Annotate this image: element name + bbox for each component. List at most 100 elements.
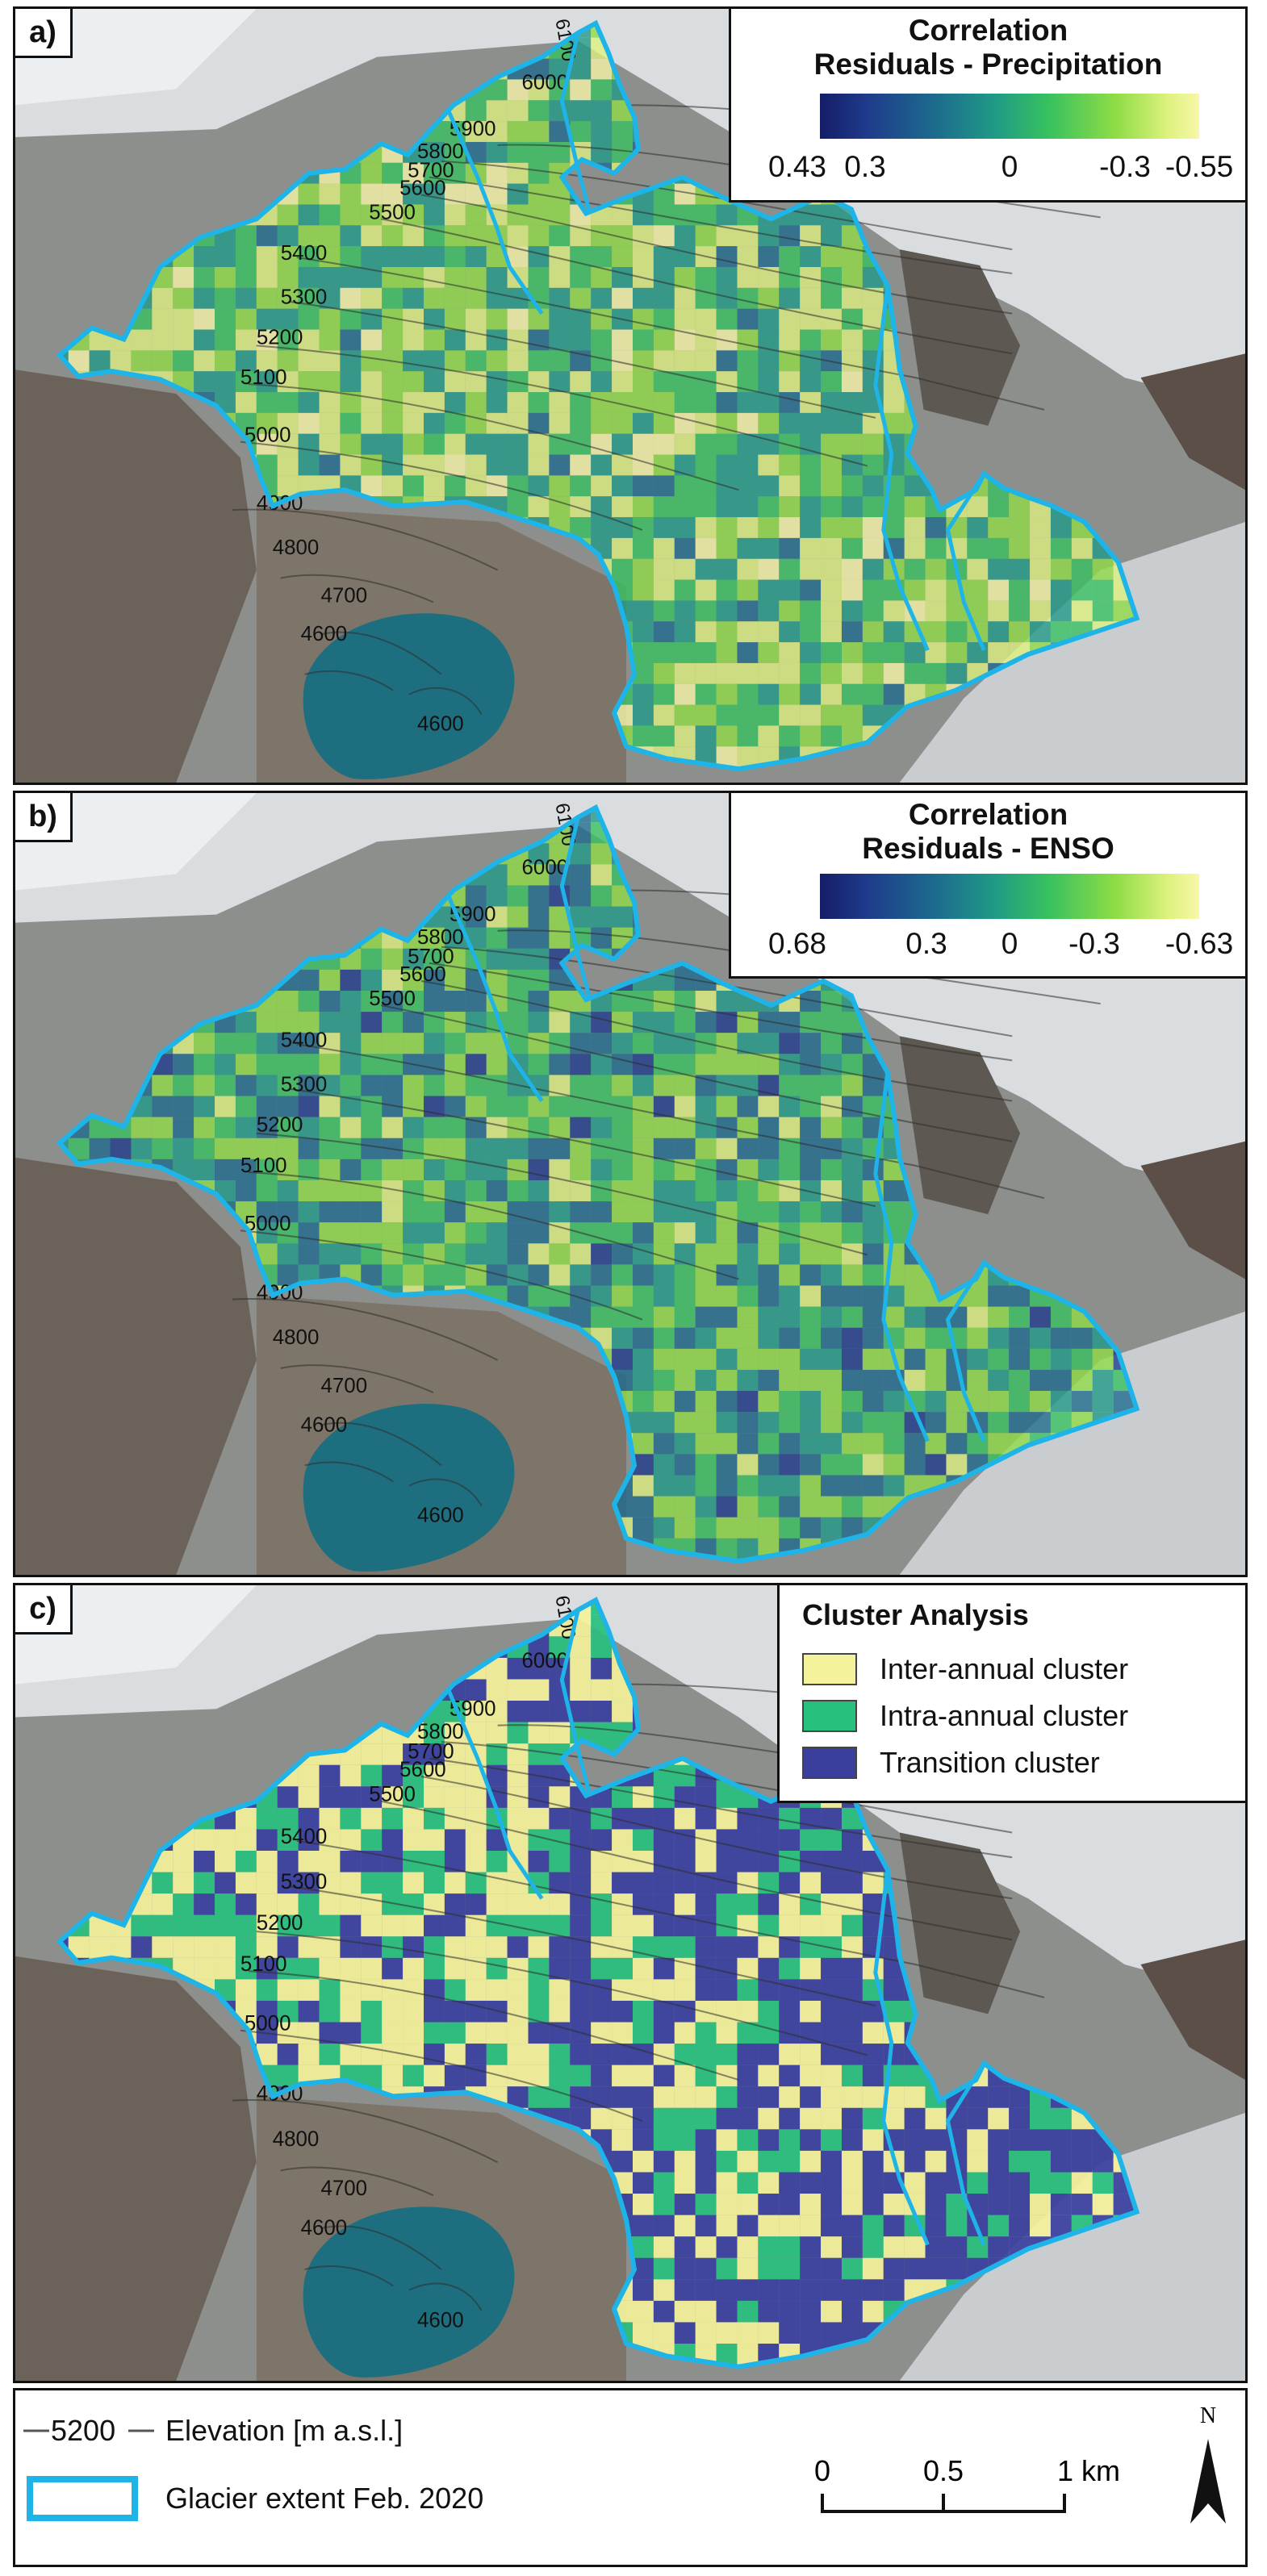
contour-label: 6000	[522, 71, 569, 94]
grid-cell	[967, 1285, 989, 1307]
grid-cell	[403, 1138, 424, 1159]
grid-cell	[821, 412, 842, 434]
grid-cell	[444, 1179, 466, 1202]
grid-cell	[1009, 1327, 1031, 1349]
grid-cell	[758, 621, 780, 643]
grid-cell	[444, 991, 466, 1012]
grid-cell	[653, 537, 675, 559]
grid-cell	[612, 1222, 633, 1244]
grid-cell	[925, 517, 947, 538]
grid-cell	[800, 1201, 822, 1223]
grid-cell	[632, 991, 654, 1012]
grid-cell	[841, 600, 863, 622]
grid-cell	[403, 225, 424, 247]
contour-line	[296, 257, 1045, 411]
grid-cell	[424, 1033, 445, 1054]
grid-cell	[194, 1054, 215, 1075]
grid-cell	[758, 1285, 780, 1307]
grid-cell	[758, 371, 780, 393]
grid-cell	[403, 991, 424, 1012]
grid-cell	[653, 1327, 675, 1349]
grid-cell	[800, 1412, 822, 1434]
grid-cell	[821, 1391, 842, 1413]
grid-cell	[444, 433, 466, 455]
grid-cell	[695, 454, 717, 476]
grid-cell	[382, 1872, 404, 1894]
grid-cell	[382, 1957, 404, 1980]
grid-cell	[340, 204, 362, 226]
grid-cell	[946, 1412, 968, 1434]
grid-cell	[800, 1096, 822, 1117]
tick-label: -0.55	[1165, 150, 1234, 183]
grid-cell	[800, 1936, 822, 1958]
grid-cell	[716, 496, 738, 518]
grid-cell	[737, 1496, 759, 1518]
grid-cell	[632, 1159, 654, 1180]
grid-cell	[841, 704, 863, 726]
grid-cell	[591, 1075, 613, 1096]
contour-line	[232, 1298, 499, 1361]
grid-cell	[716, 1786, 738, 1808]
grid-cell	[152, 1138, 174, 1159]
grid-cell	[716, 1893, 738, 1915]
grid-cell	[821, 1201, 842, 1223]
grid-cell	[403, 1893, 424, 1915]
grid-cell	[361, 1807, 383, 1830]
grid-cell	[361, 412, 383, 434]
grid-cell	[612, 371, 633, 393]
grid-cell	[173, 266, 194, 288]
grid-cell	[173, 1054, 194, 1075]
contour-line	[441, 160, 1013, 251]
contour-line	[240, 440, 643, 531]
grid-cell	[674, 392, 696, 413]
grid-cell	[591, 329, 613, 351]
grid-cell	[632, 1872, 654, 1894]
grid-cell	[612, 906, 633, 928]
grid-cell	[821, 204, 842, 226]
grid-cell	[695, 1348, 717, 1370]
grid-cell	[256, 287, 278, 309]
grid-cell	[800, 1138, 822, 1159]
grid-cell	[674, 1264, 696, 1286]
grid-cell	[549, 392, 571, 413]
contour-label: 5500	[369, 201, 416, 223]
grid-cell	[737, 433, 759, 455]
grid-cell	[570, 329, 592, 351]
grid-cell	[319, 1012, 341, 1033]
grid-cell	[758, 433, 780, 455]
grid-cell	[800, 1264, 822, 1286]
grid-cell	[424, 969, 445, 992]
glacier-divide	[873, 1072, 930, 1442]
grid-cell	[382, 1851, 404, 1873]
grid-cell	[235, 1914, 257, 1937]
grid-cell	[424, 1117, 445, 1138]
grid-cell	[570, 454, 592, 476]
grid-cell	[716, 1327, 738, 1349]
grid-cell	[340, 1764, 362, 1787]
grid-cell	[695, 1914, 717, 1937]
grid-cell	[1009, 1285, 1031, 1307]
grid-cell	[403, 1159, 424, 1180]
grid-cell	[277, 1201, 299, 1223]
grid-cell	[1071, 579, 1093, 601]
grid-cell	[800, 621, 822, 643]
grid-cell	[1092, 1391, 1114, 1413]
grid-cell	[298, 1179, 320, 1202]
grid-cell	[256, 1012, 278, 1033]
grid-cell	[486, 1179, 508, 1202]
grid-cell	[507, 1657, 529, 1680]
grid-cell	[674, 1179, 696, 1202]
grid-cell	[298, 1054, 320, 1075]
grid-cell	[695, 1054, 717, 1075]
grid-cell	[758, 1243, 780, 1265]
grid-cell	[737, 1454, 759, 1476]
grid-cell	[319, 225, 341, 247]
grid-cell	[256, 1957, 278, 1980]
grid-cell	[403, 1764, 424, 1787]
grid-cell	[988, 1369, 1010, 1392]
grid-cell	[779, 1496, 801, 1518]
grid-cell	[653, 1117, 675, 1138]
grid-cell	[674, 308, 696, 330]
grid-cell	[883, 1391, 905, 1413]
grid-cell	[653, 1138, 675, 1159]
